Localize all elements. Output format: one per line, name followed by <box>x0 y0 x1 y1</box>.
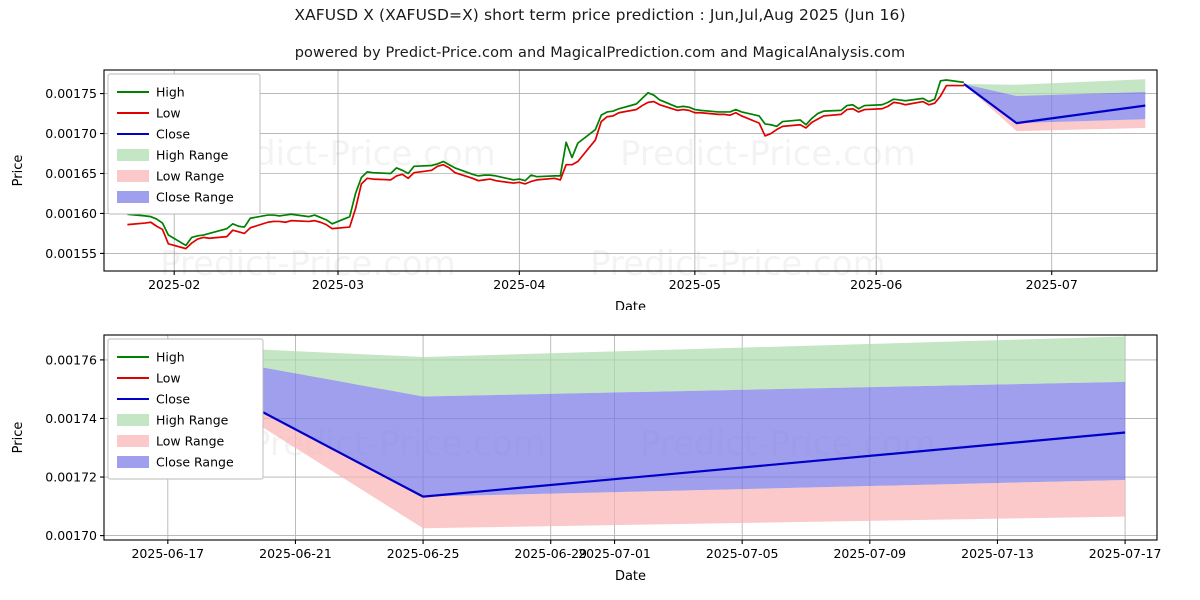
band-low-range <box>135 345 1126 529</box>
x-tick-label: 2025-07-05 <box>706 546 779 561</box>
x-tick-label: 2025-02 <box>148 277 200 292</box>
series-line-low <box>127 84 964 250</box>
y-tick-label: 0.00155 <box>45 246 97 261</box>
legend-label: Low Range <box>156 434 225 449</box>
page-title: XAFUSD X (XAFUSD=X) short term price pre… <box>294 6 906 24</box>
legend-label: Close <box>156 392 190 407</box>
page-subtitle: powered by Predict-Price.com and Magical… <box>294 45 906 61</box>
x-tick-label: 2025-07-17 <box>1089 546 1162 561</box>
legend-swatch-low-range <box>117 435 149 447</box>
watermark: Predict-Price.com <box>620 134 916 174</box>
legend-label: Close Range <box>156 455 234 470</box>
band-high-range <box>135 336 1126 397</box>
x-tick-label: 2025-06-29 <box>514 546 587 561</box>
legend-label: High Range <box>156 148 229 163</box>
legend-swatch-close-range <box>117 456 149 468</box>
plot-frame <box>103 69 1158 272</box>
legend-label: Low <box>156 106 181 121</box>
y-tick-label: 0.00176 <box>45 352 97 367</box>
plot-frame <box>103 334 1158 541</box>
y-axis-title: Price <box>11 422 26 454</box>
x-tick-label: 2025-05 <box>669 277 721 292</box>
band-low-range <box>963 83 1146 132</box>
legend-label: Low <box>156 371 181 386</box>
band-close-range <box>135 344 1126 497</box>
series-line-close <box>963 83 1146 125</box>
y-tick-label: 0.00172 <box>45 470 97 485</box>
y-axis-title: Price <box>11 155 26 187</box>
x-tick-label: 2025-06-25 <box>387 546 460 561</box>
x-axis-title: Date <box>615 300 646 310</box>
legend-label: Close Range <box>156 190 234 205</box>
legend-label: Close <box>156 127 190 142</box>
band-high-range <box>963 79 1146 96</box>
x-tick-label: 2025-03 <box>312 277 364 292</box>
series-line-high <box>127 79 965 247</box>
y-tick-label: 0.00170 <box>45 126 97 141</box>
watermark: Predict-Price.com <box>590 244 886 284</box>
x-tick-label: 2025-07 <box>1026 277 1078 292</box>
legend-swatch-high-range <box>117 149 149 161</box>
x-tick-label: 2025-04 <box>493 277 545 292</box>
x-tick-label: 2025-06-17 <box>131 546 204 561</box>
y-tick-label: 0.00160 <box>45 206 97 221</box>
x-tick-label: 2025-06-21 <box>259 546 332 561</box>
legend-label: High <box>156 85 185 100</box>
x-tick-label: 2025-07-01 <box>578 546 651 561</box>
legend-swatch-close-range <box>117 191 149 203</box>
y-tick-label: 0.00174 <box>45 411 97 426</box>
band-close-range <box>963 83 1146 124</box>
legend-swatch-low-range <box>117 170 149 182</box>
forecast-detail-chart: Predict-Price.comPredict-Price.com0.0017… <box>11 334 1162 584</box>
x-tick-label: 2025-07-09 <box>833 546 906 561</box>
legend-swatch-high-range <box>117 414 149 426</box>
x-tick-label: 2025-06 <box>850 277 902 292</box>
y-tick-label: 0.00165 <box>45 166 97 181</box>
x-tick-label: 2025-07-13 <box>961 546 1034 561</box>
y-tick-label: 0.00175 <box>45 86 97 101</box>
watermark: Predict-Price.com <box>160 244 456 284</box>
legend-label: High <box>156 350 185 365</box>
legend-label: High Range <box>156 413 229 428</box>
historical-forecast-chart: Predict-Price.com Predict-Price.com Predic… <box>11 69 1158 310</box>
legend-label: Low Range <box>156 169 225 184</box>
x-axis-title: Date <box>615 569 646 584</box>
y-tick-label: 0.00170 <box>45 528 97 543</box>
